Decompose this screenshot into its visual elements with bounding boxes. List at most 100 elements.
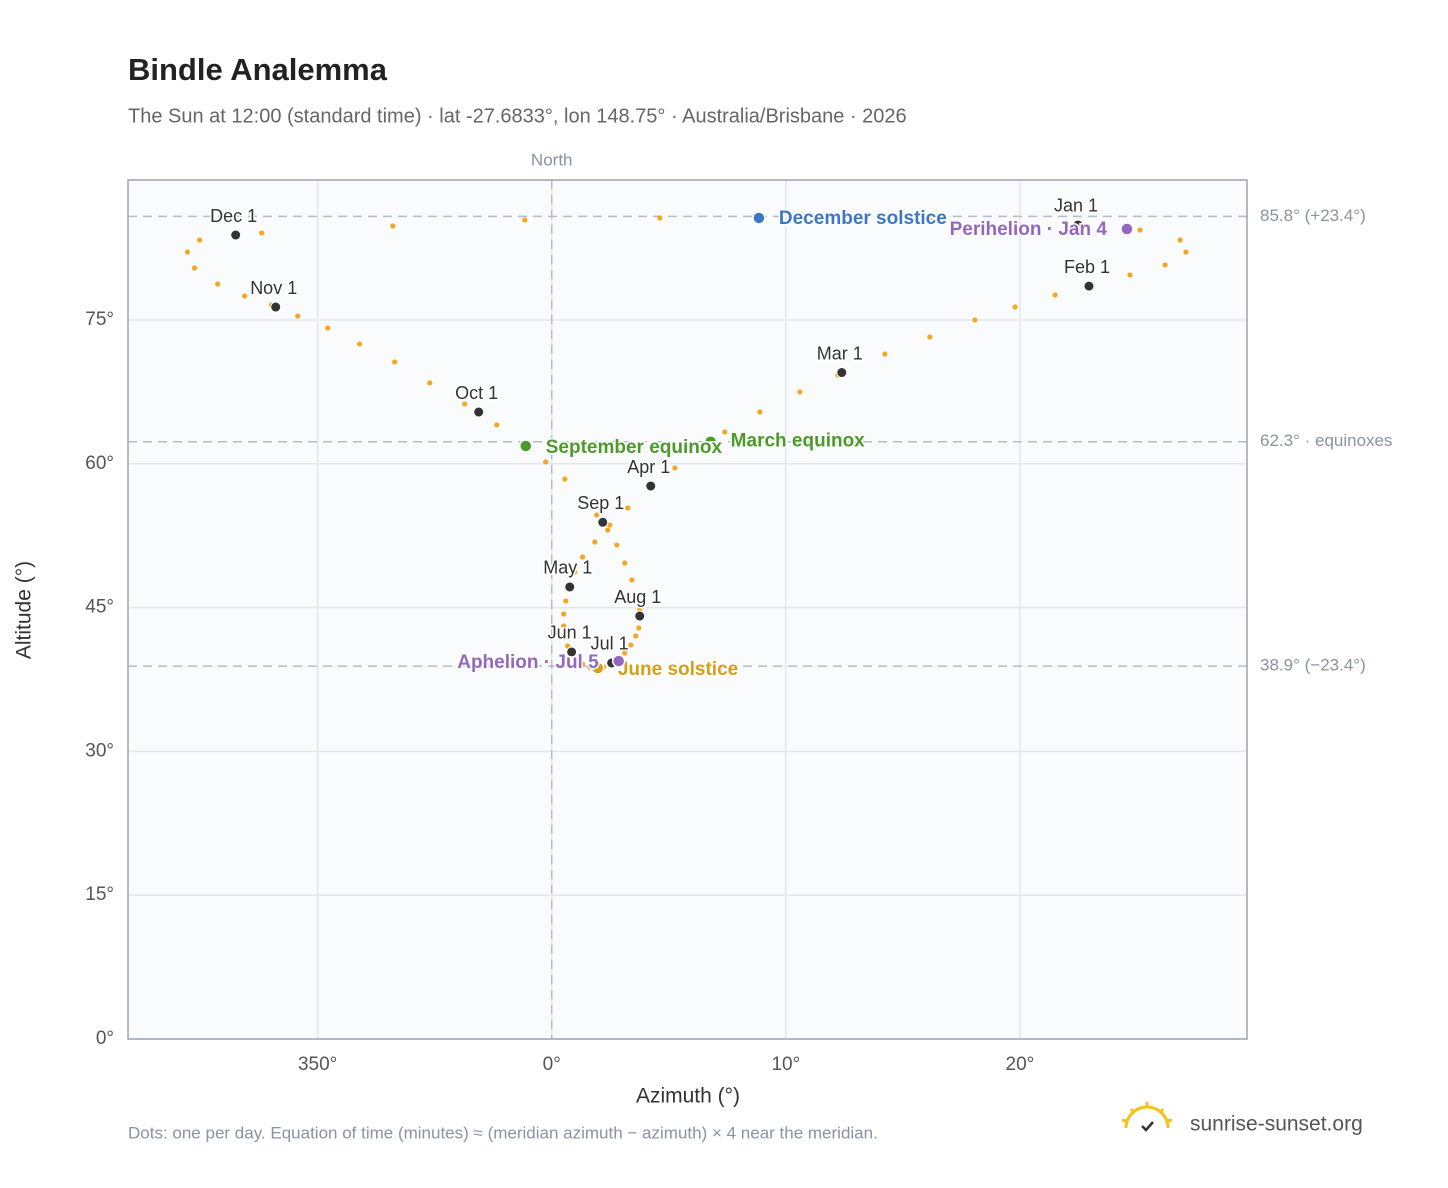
day-dot (1127, 272, 1133, 278)
day-dot (797, 389, 803, 395)
day-dot (295, 313, 301, 319)
day-dot (587, 664, 593, 670)
chart-title: Bindle Analemma (128, 52, 388, 87)
footnote: Dots: one per day. Equation of time (min… (128, 1123, 878, 1142)
day-dot (622, 650, 628, 656)
day-dot (614, 542, 620, 548)
day-dot (259, 230, 265, 236)
chart-subtitle: The Sun at 12:00 (standard time) · lat -… (128, 105, 907, 127)
day-dot (563, 634, 569, 640)
brand-logo (1121, 1102, 1173, 1132)
month-label: Nov 1 (250, 278, 297, 298)
day-dot (622, 560, 628, 566)
day-dot (494, 422, 500, 428)
day-dot (197, 237, 203, 243)
day-dot (629, 577, 635, 583)
event-marker (591, 661, 605, 675)
y-tick-label: 0° (96, 1028, 114, 1049)
event-marker (703, 434, 718, 449)
event-label: Aphelion · Jul 5 (457, 652, 599, 673)
month-marker (1083, 280, 1095, 292)
event-marker (611, 654, 626, 668)
month-label: Feb 1 (1064, 257, 1110, 277)
day-dot (722, 429, 728, 435)
event-label: March equinox (731, 431, 866, 452)
month-label: Mar 1 (817, 343, 863, 363)
y-axis-title: Altitude (°) (13, 561, 36, 659)
day-dot (634, 593, 640, 599)
plot-frame (127, 179, 1248, 1040)
day-dot (594, 512, 600, 518)
day-dot (241, 293, 248, 299)
day-dot (927, 216, 933, 222)
month-label: May 1 (543, 558, 592, 578)
day-dot (325, 325, 331, 331)
day-dot (625, 505, 631, 511)
month-marker (473, 406, 485, 418)
y-tick-label: 60° (85, 453, 114, 474)
day-dot (561, 611, 567, 617)
month-label: Aug 1 (614, 587, 661, 607)
y-tick-label: 75° (85, 309, 114, 330)
month-marker (645, 480, 657, 492)
day-dot (356, 341, 363, 347)
x-tick-label: 20° (1006, 1054, 1035, 1075)
day-dot (633, 633, 639, 639)
day-dot (561, 623, 567, 629)
day-dot (572, 569, 578, 575)
month-label: Sep 1 (577, 493, 624, 513)
day-dot (1137, 227, 1143, 233)
x-tick-label: 350° (298, 1054, 337, 1075)
month-marker (230, 229, 242, 241)
month-label: Dec 1 (210, 206, 257, 226)
x-tick-label: 0° (543, 1054, 561, 1075)
day-dot (1177, 237, 1183, 243)
day-dot (1183, 249, 1189, 255)
day-dot (637, 606, 643, 612)
month-label: Oct 1 (455, 383, 498, 403)
month-marker (1072, 219, 1084, 231)
day-dot (882, 351, 888, 357)
day-dot (927, 334, 933, 340)
month-label: Jan 1 (1054, 196, 1098, 216)
day-dot (462, 401, 468, 407)
reference-label: 85.8° (+23.4°) (1260, 206, 1366, 225)
day-dot (522, 217, 528, 223)
day-dot (1012, 304, 1018, 310)
plot-background (128, 180, 1247, 1039)
day-dot (792, 215, 798, 221)
event-label: September equinox (546, 437, 723, 458)
day-dot (580, 661, 586, 667)
day-dot (580, 554, 586, 560)
event-marker (518, 439, 533, 453)
month-marker (634, 610, 646, 622)
day-dot (592, 539, 598, 545)
day-dot (657, 215, 663, 221)
month-marker (564, 581, 576, 593)
month-label: Jun 1 (548, 623, 592, 643)
day-dot (574, 656, 580, 662)
month-marker (566, 646, 578, 658)
day-dot (392, 359, 398, 365)
month-marker (270, 301, 282, 313)
month-marker (597, 516, 609, 528)
day-dot (636, 625, 642, 631)
day-dot (605, 527, 611, 533)
brand-name: sunrise-sunset.org (1190, 1113, 1363, 1136)
day-dot (757, 409, 763, 415)
day-dot (215, 281, 221, 287)
reference-label: 38.9° (−23.4°) (1260, 656, 1366, 675)
month-label: Jul 1 (591, 634, 629, 654)
y-tick-label: 30° (85, 740, 114, 761)
day-dot (1162, 262, 1168, 268)
day-dot (607, 522, 613, 528)
day-dot (697, 447, 703, 453)
month-marker (836, 367, 848, 379)
x-tick-label: 10° (771, 1054, 800, 1075)
event-label: June solstice (618, 659, 738, 680)
day-dot (184, 249, 191, 255)
event-label: December solstice (779, 208, 947, 229)
y-tick-label: 45° (85, 597, 114, 618)
day-dot (563, 598, 569, 604)
